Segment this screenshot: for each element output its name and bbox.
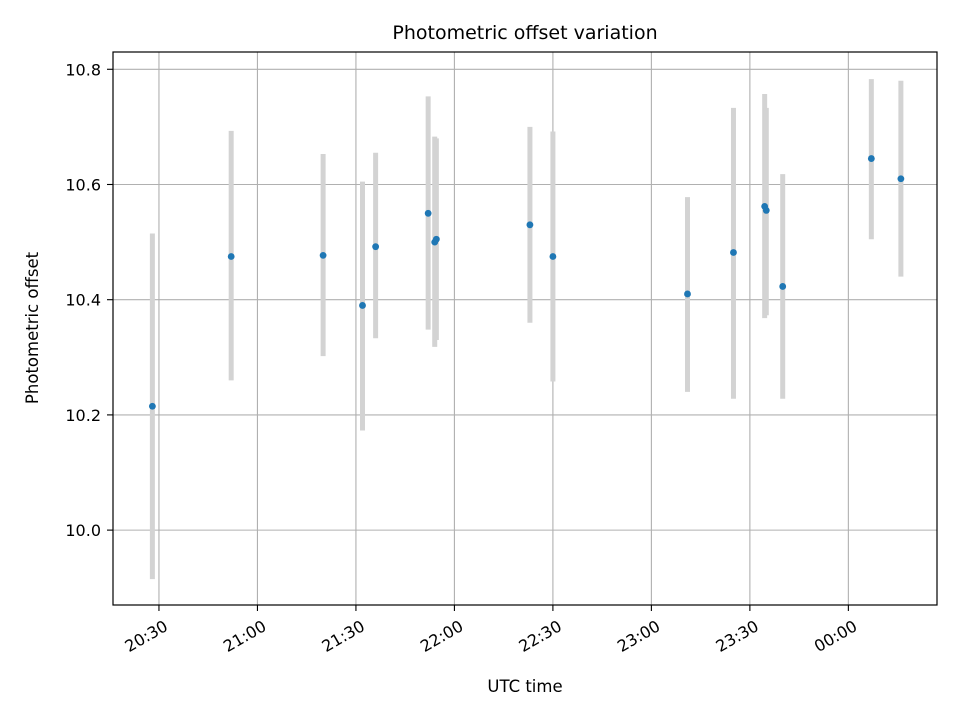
y-tick-label: 10.6 (65, 175, 101, 194)
data-point (730, 249, 737, 256)
x-axis-label: UTC time (487, 677, 562, 696)
data-point (549, 253, 557, 260)
y-axis-ticks: 10.0 10.2 10.4 10.6 10.8 (65, 60, 113, 540)
data-point (359, 302, 366, 309)
data-point (432, 235, 440, 243)
chart-title: Photometric offset variation (392, 22, 657, 44)
data-point (762, 207, 770, 214)
data-point (684, 290, 691, 298)
data-point (424, 209, 432, 217)
data-point (148, 402, 156, 410)
data-point (526, 221, 534, 229)
data-point (227, 253, 235, 260)
y-tick-label: 10.8 (65, 60, 101, 79)
data-point (897, 175, 905, 183)
y-axis-label: Photometric offset (23, 251, 42, 404)
y-tick-label: 10.2 (65, 406, 101, 425)
data-point (779, 283, 787, 290)
y-tick-label: 10.0 (65, 521, 101, 540)
data-point (319, 251, 327, 259)
data-point (372, 243, 380, 251)
data-point (867, 155, 875, 162)
plot-frame (112, 51, 938, 606)
y-tick-label: 10.4 (65, 291, 101, 310)
data-points (148, 155, 905, 410)
